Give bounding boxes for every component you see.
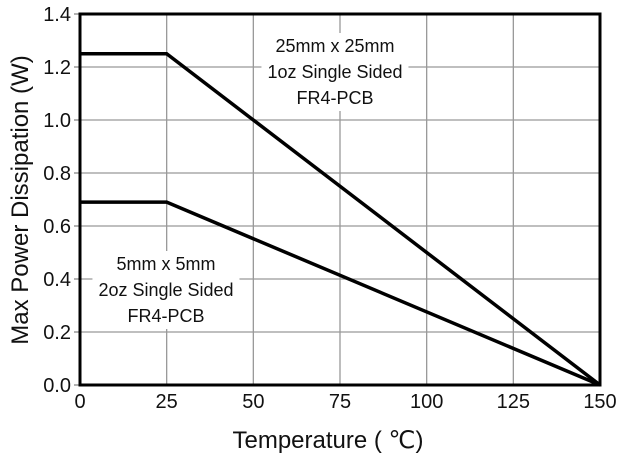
annotation-line: 2oz Single Sided: [98, 280, 234, 300]
y-tick-label: 1.4: [43, 4, 71, 26]
y-tick-label: 0.6: [43, 216, 71, 238]
annotation-line: 1oz Single Sided: [267, 62, 403, 82]
series-line-1: [80, 200, 601, 387]
y-tick-label: 1.2: [43, 57, 71, 79]
annotation-line: FR4-PCB: [296, 88, 374, 108]
y-tick-label: 0.8: [43, 163, 71, 185]
y-tick-label: 0.0: [43, 375, 71, 397]
x-tick-label: 125: [497, 391, 530, 413]
x-tick-label: 150: [583, 391, 616, 413]
annotation-line: 25mm x 25mm: [275, 36, 395, 56]
series-line-0: [80, 52, 602, 387]
annotation-25mm-series: 25mm x 25mm 1oz Single Sided FR4-PCB: [261, 33, 409, 111]
x-tick-label: 100: [410, 391, 443, 413]
x-axis-title: Temperature ( ℃): [232, 427, 424, 454]
x-tick-label: 75: [329, 391, 351, 413]
y-tick-label: 1.0: [43, 110, 71, 132]
annotation-line: FR4-PCB: [127, 306, 205, 326]
plot-border: [78, 12, 602, 387]
x-tick-label: 0: [74, 391, 85, 413]
annotation-5mm-series: 5mm x 5mm 2oz Single Sided FR4-PCB: [92, 251, 240, 329]
x-tick-label: 25: [156, 391, 178, 413]
x-tick-label: 50: [242, 391, 264, 413]
annotation-line: 5mm x 5mm: [116, 254, 216, 274]
y-tick-label: 0.4: [43, 269, 71, 291]
y-tick-label: 0.2: [43, 322, 71, 344]
y-axis-title: Max Power Dissipation (W): [7, 55, 34, 345]
